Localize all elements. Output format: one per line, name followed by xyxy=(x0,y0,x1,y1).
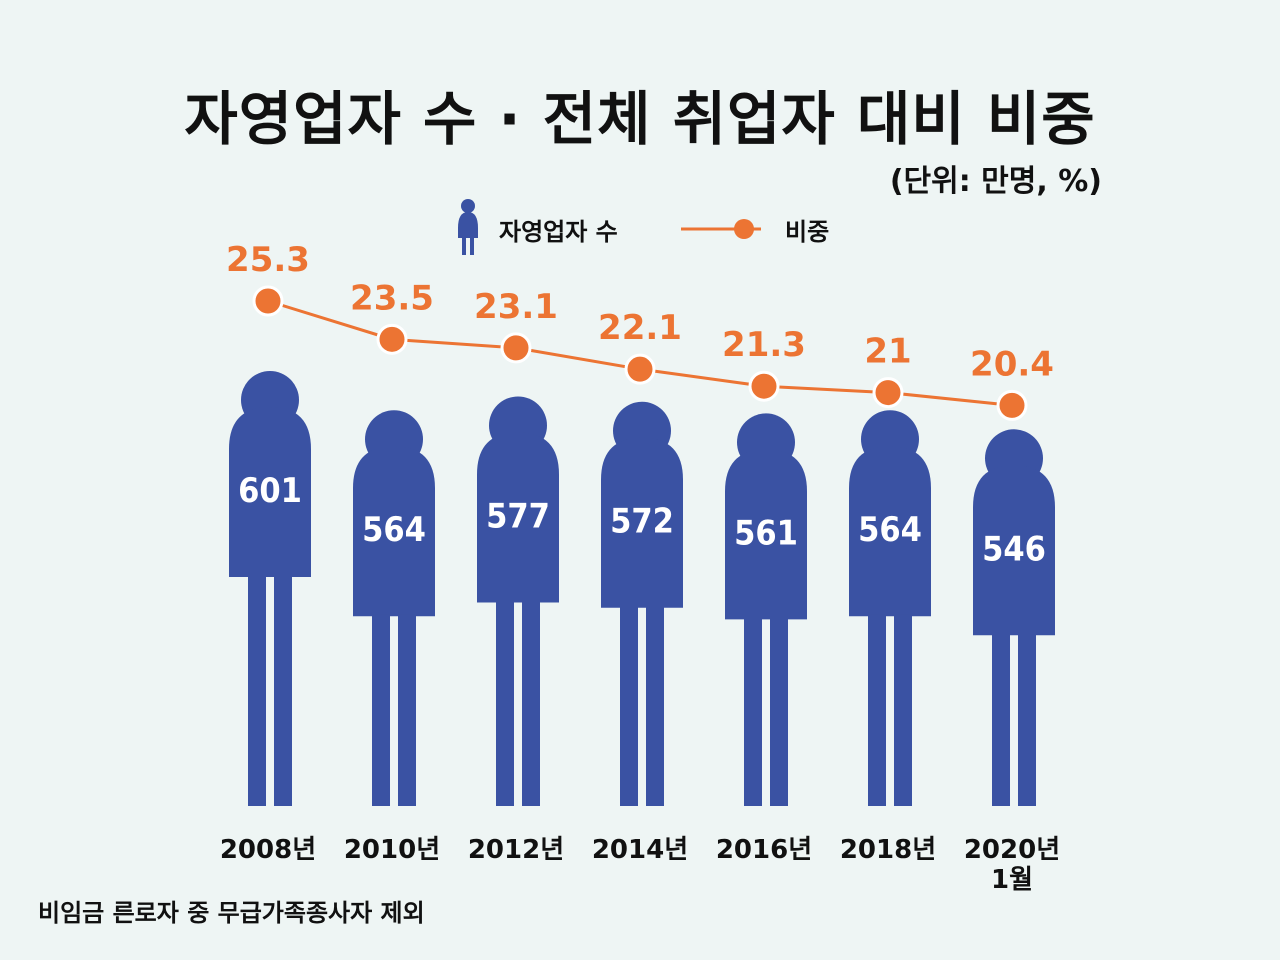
ratio-point xyxy=(500,332,532,364)
ratio-point xyxy=(624,353,656,385)
person-torso xyxy=(477,432,559,603)
ratio-label: 23.5 xyxy=(350,278,434,318)
category-label: 1월 xyxy=(991,865,1033,895)
chart-title: 자영업자 수 · 전체 취업자 대비 비중 xyxy=(184,85,1096,153)
person-bar xyxy=(229,371,311,806)
person-leg xyxy=(274,575,292,806)
ratio-point xyxy=(872,377,904,409)
category-label: 2018년 xyxy=(840,835,936,865)
person-bar xyxy=(973,429,1055,806)
person-bar xyxy=(477,396,559,806)
ratio-point xyxy=(996,389,1028,421)
person-leg xyxy=(398,614,416,806)
unit-note: (단위: 만명, %) xyxy=(889,164,1102,199)
person-leg xyxy=(620,605,638,806)
person-torso xyxy=(601,437,683,608)
person-leg xyxy=(744,617,762,806)
ratio-label: 21 xyxy=(864,332,911,372)
person-leg xyxy=(868,614,886,806)
person-torso xyxy=(229,407,311,577)
person-bar xyxy=(725,413,807,806)
ratio-point xyxy=(376,323,408,355)
person-leg xyxy=(646,605,664,806)
person-torso xyxy=(849,446,931,617)
category-label: 2010년 xyxy=(344,835,440,865)
person-leg xyxy=(992,633,1010,806)
ratio-point xyxy=(252,285,284,317)
ratio-point xyxy=(748,370,780,402)
count-label: 564 xyxy=(362,510,426,550)
count-label: 564 xyxy=(858,510,922,550)
category-label: 2012년 xyxy=(468,835,564,865)
person-torso xyxy=(973,465,1055,636)
person-leg xyxy=(522,600,540,806)
person-torso xyxy=(725,449,807,620)
count-label: 572 xyxy=(610,502,674,542)
ratio-label: 20.4 xyxy=(970,344,1054,384)
footnote: 비임금 른로자 중 무급가족종사자 제외 xyxy=(38,899,425,927)
category-label: 2014년 xyxy=(592,835,688,865)
ratio-label: 25.3 xyxy=(226,240,310,280)
person-torso xyxy=(353,446,435,617)
person-leg xyxy=(248,575,266,806)
category-label: 2020년 xyxy=(964,835,1060,865)
count-label: 546 xyxy=(982,529,1046,569)
legend-label-count: 자영업자 수 xyxy=(499,218,618,246)
ratio-label: 21.3 xyxy=(722,325,806,365)
category-label: 2016년 xyxy=(716,835,812,865)
person-icon xyxy=(458,199,478,255)
person-bar xyxy=(601,401,683,806)
count-label: 601 xyxy=(238,471,302,511)
legend-label-ratio: 비중 xyxy=(785,218,830,246)
person-leg xyxy=(1018,633,1036,806)
ratio-label: 23.1 xyxy=(474,287,558,327)
person-bar xyxy=(849,410,931,806)
person-leg xyxy=(770,617,788,806)
person-leg xyxy=(894,614,912,806)
person-bar xyxy=(353,410,435,806)
person-leg xyxy=(496,600,514,806)
category-label: 2008년 xyxy=(220,835,316,865)
person-leg xyxy=(372,614,390,806)
line-marker-icon xyxy=(681,219,761,239)
count-label: 561 xyxy=(734,513,798,553)
count-label: 577 xyxy=(486,496,550,536)
ratio-label: 22.1 xyxy=(598,308,682,348)
